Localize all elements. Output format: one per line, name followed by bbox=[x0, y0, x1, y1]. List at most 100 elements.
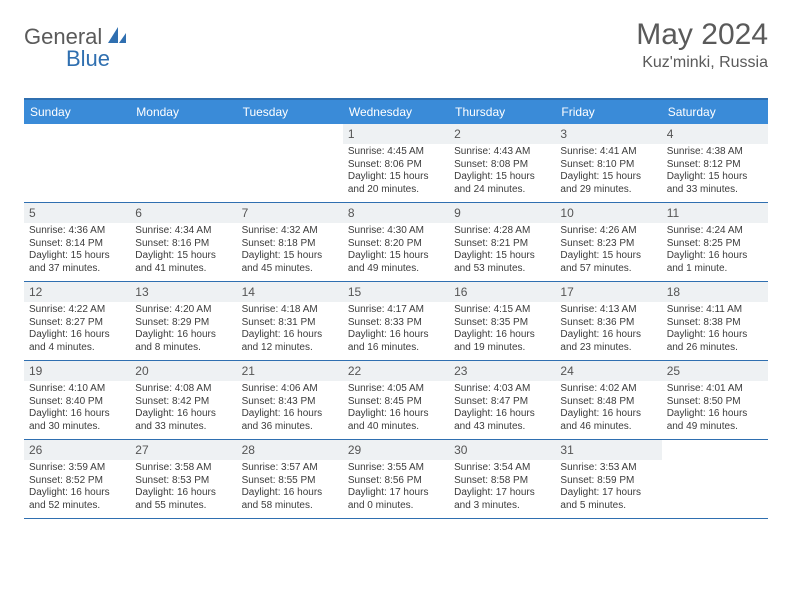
day-body: Sunrise: 4:11 AMSunset: 8:38 PMDaylight:… bbox=[662, 302, 768, 358]
day-number: 8 bbox=[343, 203, 449, 223]
day-cell: 25Sunrise: 4:01 AMSunset: 8:50 PMDayligh… bbox=[662, 361, 768, 439]
sunrise-text: Sunrise: 4:30 AM bbox=[348, 225, 444, 238]
day-number: 28 bbox=[237, 440, 343, 460]
sunset-text: Sunset: 8:53 PM bbox=[135, 475, 231, 488]
sunrise-text: Sunrise: 4:41 AM bbox=[560, 146, 656, 159]
day-cell: 29Sunrise: 3:55 AMSunset: 8:56 PMDayligh… bbox=[343, 440, 449, 518]
day-cell bbox=[237, 124, 343, 202]
sunset-text: Sunset: 8:27 PM bbox=[29, 317, 125, 330]
daylight-text: Daylight: 15 hours and 29 minutes. bbox=[560, 171, 656, 196]
weeks-container: 1Sunrise: 4:45 AMSunset: 8:06 PMDaylight… bbox=[24, 124, 768, 519]
header: General May 2024 Kuz'minki, Russia bbox=[24, 18, 768, 72]
day-cell: 8Sunrise: 4:30 AMSunset: 8:20 PMDaylight… bbox=[343, 203, 449, 281]
day-cell: 19Sunrise: 4:10 AMSunset: 8:40 PMDayligh… bbox=[24, 361, 130, 439]
day-body: Sunrise: 4:01 AMSunset: 8:50 PMDaylight:… bbox=[662, 381, 768, 437]
day-body: Sunrise: 4:32 AMSunset: 8:18 PMDaylight:… bbox=[237, 223, 343, 279]
daylight-text: Daylight: 16 hours and 8 minutes. bbox=[135, 329, 231, 354]
day-body: Sunrise: 4:20 AMSunset: 8:29 PMDaylight:… bbox=[130, 302, 236, 358]
day-body: Sunrise: 4:13 AMSunset: 8:36 PMDaylight:… bbox=[555, 302, 661, 358]
sunset-text: Sunset: 8:33 PM bbox=[348, 317, 444, 330]
daylight-text: Daylight: 16 hours and 55 minutes. bbox=[135, 487, 231, 512]
day-cell bbox=[130, 124, 236, 202]
day-number: 21 bbox=[237, 361, 343, 381]
day-body: Sunrise: 4:18 AMSunset: 8:31 PMDaylight:… bbox=[237, 302, 343, 358]
sunrise-text: Sunrise: 4:45 AM bbox=[348, 146, 444, 159]
day-cell: 1Sunrise: 4:45 AMSunset: 8:06 PMDaylight… bbox=[343, 124, 449, 202]
weekday-thu: Thursday bbox=[449, 100, 555, 124]
sunset-text: Sunset: 8:45 PM bbox=[348, 396, 444, 409]
sunrise-text: Sunrise: 4:05 AM bbox=[348, 383, 444, 396]
day-body: Sunrise: 4:41 AMSunset: 8:10 PMDaylight:… bbox=[555, 144, 661, 200]
sunset-text: Sunset: 8:56 PM bbox=[348, 475, 444, 488]
day-number: 29 bbox=[343, 440, 449, 460]
daylight-text: Daylight: 16 hours and 33 minutes. bbox=[135, 408, 231, 433]
day-number: 3 bbox=[555, 124, 661, 144]
week-row: 12Sunrise: 4:22 AMSunset: 8:27 PMDayligh… bbox=[24, 282, 768, 361]
day-body: Sunrise: 4:24 AMSunset: 8:25 PMDaylight:… bbox=[662, 223, 768, 279]
day-body: Sunrise: 4:22 AMSunset: 8:27 PMDaylight:… bbox=[24, 302, 130, 358]
sunset-text: Sunset: 8:59 PM bbox=[560, 475, 656, 488]
daylight-text: Daylight: 16 hours and 23 minutes. bbox=[560, 329, 656, 354]
sunset-text: Sunset: 8:50 PM bbox=[667, 396, 763, 409]
day-number: 26 bbox=[24, 440, 130, 460]
sunset-text: Sunset: 8:43 PM bbox=[242, 396, 338, 409]
weekday-mon: Monday bbox=[130, 100, 236, 124]
day-body bbox=[130, 144, 236, 150]
day-body: Sunrise: 4:36 AMSunset: 8:14 PMDaylight:… bbox=[24, 223, 130, 279]
day-cell: 26Sunrise: 3:59 AMSunset: 8:52 PMDayligh… bbox=[24, 440, 130, 518]
weekday-fri: Friday bbox=[555, 100, 661, 124]
day-cell: 28Sunrise: 3:57 AMSunset: 8:55 PMDayligh… bbox=[237, 440, 343, 518]
daylight-text: Daylight: 16 hours and 4 minutes. bbox=[29, 329, 125, 354]
day-body: Sunrise: 4:03 AMSunset: 8:47 PMDaylight:… bbox=[449, 381, 555, 437]
title-block: May 2024 Kuz'minki, Russia bbox=[636, 18, 768, 72]
day-number: 30 bbox=[449, 440, 555, 460]
daylight-text: Daylight: 16 hours and 26 minutes. bbox=[667, 329, 763, 354]
day-cell: 2Sunrise: 4:43 AMSunset: 8:08 PMDaylight… bbox=[449, 124, 555, 202]
day-body: Sunrise: 3:54 AMSunset: 8:58 PMDaylight:… bbox=[449, 460, 555, 516]
day-number: 4 bbox=[662, 124, 768, 144]
daylight-text: Daylight: 16 hours and 52 minutes. bbox=[29, 487, 125, 512]
day-body: Sunrise: 4:30 AMSunset: 8:20 PMDaylight:… bbox=[343, 223, 449, 279]
logo-text-blue: Blue bbox=[66, 46, 110, 71]
daylight-text: Daylight: 15 hours and 45 minutes. bbox=[242, 250, 338, 275]
day-body: Sunrise: 3:55 AMSunset: 8:56 PMDaylight:… bbox=[343, 460, 449, 516]
weekday-tue: Tuesday bbox=[237, 100, 343, 124]
week-row: 19Sunrise: 4:10 AMSunset: 8:40 PMDayligh… bbox=[24, 361, 768, 440]
sunset-text: Sunset: 8:10 PM bbox=[560, 159, 656, 172]
day-number: 15 bbox=[343, 282, 449, 302]
weekday-sat: Saturday bbox=[662, 100, 768, 124]
day-number: 6 bbox=[130, 203, 236, 223]
day-number: 16 bbox=[449, 282, 555, 302]
day-cell: 22Sunrise: 4:05 AMSunset: 8:45 PMDayligh… bbox=[343, 361, 449, 439]
day-cell: 23Sunrise: 4:03 AMSunset: 8:47 PMDayligh… bbox=[449, 361, 555, 439]
day-cell: 7Sunrise: 4:32 AMSunset: 8:18 PMDaylight… bbox=[237, 203, 343, 281]
day-cell: 20Sunrise: 4:08 AMSunset: 8:42 PMDayligh… bbox=[130, 361, 236, 439]
daylight-text: Daylight: 15 hours and 57 minutes. bbox=[560, 250, 656, 275]
day-body: Sunrise: 4:28 AMSunset: 8:21 PMDaylight:… bbox=[449, 223, 555, 279]
sunset-text: Sunset: 8:14 PM bbox=[29, 238, 125, 251]
day-cell: 5Sunrise: 4:36 AMSunset: 8:14 PMDaylight… bbox=[24, 203, 130, 281]
sunset-text: Sunset: 8:40 PM bbox=[29, 396, 125, 409]
day-body: Sunrise: 4:15 AMSunset: 8:35 PMDaylight:… bbox=[449, 302, 555, 358]
location-label: Kuz'minki, Russia bbox=[636, 54, 768, 72]
sunrise-text: Sunrise: 3:58 AM bbox=[135, 462, 231, 475]
sunset-text: Sunset: 8:47 PM bbox=[454, 396, 550, 409]
weekday-wed: Wednesday bbox=[343, 100, 449, 124]
sunset-text: Sunset: 8:21 PM bbox=[454, 238, 550, 251]
sunset-text: Sunset: 8:23 PM bbox=[560, 238, 656, 251]
day-number: 13 bbox=[130, 282, 236, 302]
day-body bbox=[662, 460, 768, 466]
sunrise-text: Sunrise: 4:22 AM bbox=[29, 304, 125, 317]
page: General May 2024 Kuz'minki, Russia Blue … bbox=[0, 0, 792, 519]
day-number: 24 bbox=[555, 361, 661, 381]
day-body bbox=[24, 144, 130, 150]
sunset-text: Sunset: 8:12 PM bbox=[667, 159, 763, 172]
sunset-text: Sunset: 8:20 PM bbox=[348, 238, 444, 251]
day-cell: 21Sunrise: 4:06 AMSunset: 8:43 PMDayligh… bbox=[237, 361, 343, 439]
week-row: 5Sunrise: 4:36 AMSunset: 8:14 PMDaylight… bbox=[24, 203, 768, 282]
week-row: 26Sunrise: 3:59 AMSunset: 8:52 PMDayligh… bbox=[24, 440, 768, 519]
day-cell: 9Sunrise: 4:28 AMSunset: 8:21 PMDaylight… bbox=[449, 203, 555, 281]
day-number: 18 bbox=[662, 282, 768, 302]
daylight-text: Daylight: 16 hours and 43 minutes. bbox=[454, 408, 550, 433]
daylight-text: Daylight: 16 hours and 36 minutes. bbox=[242, 408, 338, 433]
